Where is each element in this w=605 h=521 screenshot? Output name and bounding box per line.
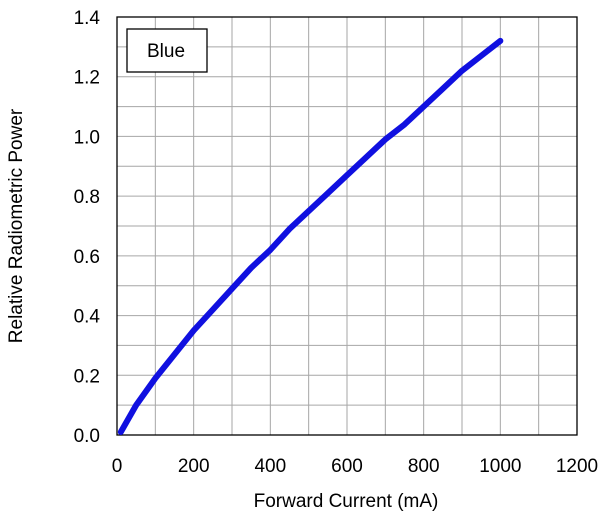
series-line-blue: [117, 37, 504, 436]
plot-area-border: [116, 16, 578, 436]
y-tick-label: 0.2: [74, 366, 100, 387]
y-tick-label: 1.2: [74, 68, 100, 89]
x-axis-title: Forward Current (mA): [254, 491, 439, 512]
y-tick-label: 0.6: [74, 247, 100, 268]
y-tick-label: 1.4: [74, 8, 101, 29]
y-axis-ticks: 0.0 0.2 0.4 0.6 0.8 1.0 1.2 1.4: [74, 8, 101, 447]
x-tick-label: 400: [254, 456, 286, 477]
y-tick-label: 1.0: [74, 127, 100, 148]
x-tick-label: 600: [331, 456, 363, 477]
legend-box: [126, 28, 208, 73]
y-tick-label: 0.8: [74, 187, 100, 208]
grid-lines: [117, 17, 577, 435]
x-tick-label: 200: [178, 456, 210, 477]
legend: Blue: [126, 28, 208, 73]
x-tick-label: 800: [408, 456, 440, 477]
y-axis-title: Relative Radiometric Power: [6, 108, 27, 343]
x-tick-label: 1000: [479, 456, 521, 477]
x-tick-label: 0: [112, 456, 123, 477]
legend-label: Blue: [147, 41, 185, 62]
x-tick-label: 1200: [556, 456, 598, 477]
series-layer: [117, 37, 504, 436]
y-tick-label: 0.0: [74, 426, 100, 447]
y-tick-label: 0.4: [74, 307, 101, 328]
x-axis-ticks: 0 200 400 600 800 1000 1200: [112, 456, 598, 477]
